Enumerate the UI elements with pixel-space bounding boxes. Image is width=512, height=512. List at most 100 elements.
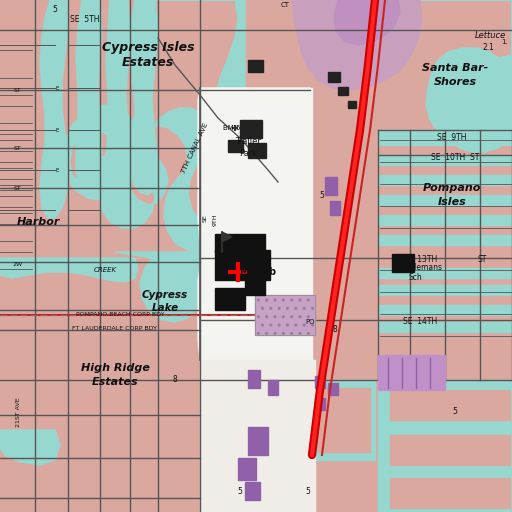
- Text: BM 5: BM 5: [223, 125, 241, 131]
- Text: SE: SE: [203, 214, 207, 222]
- Polygon shape: [62, 0, 248, 252]
- Text: ST: ST: [14, 88, 22, 93]
- Text: Pompano: Pompano: [423, 183, 481, 193]
- Polygon shape: [378, 175, 512, 185]
- Text: POMPANO BEACH CORP BDY: POMPANO BEACH CORP BDY: [76, 312, 164, 317]
- Text: Shores: Shores: [434, 77, 477, 87]
- Text: 5: 5: [238, 487, 243, 497]
- Bar: [248, 60, 263, 72]
- Bar: [315, 398, 325, 410]
- Bar: [338, 87, 348, 95]
- Text: Sch: Sch: [408, 273, 422, 283]
- Bar: [215, 288, 245, 310]
- Bar: [328, 383, 338, 395]
- Text: SE  5TH: SE 5TH: [70, 15, 100, 25]
- Polygon shape: [222, 232, 232, 242]
- Bar: [228, 140, 243, 152]
- Text: 2.1: 2.1: [482, 44, 494, 53]
- Polygon shape: [310, 380, 375, 460]
- Bar: [245, 280, 265, 295]
- Text: Park: Park: [239, 150, 257, 159]
- Text: CT: CT: [281, 2, 289, 8]
- Bar: [248, 427, 268, 455]
- Text: Lake: Lake: [152, 303, 179, 313]
- Bar: [325, 177, 337, 195]
- Text: FT LAUDERDALE CORP BDY: FT LAUDERDALE CORP BDY: [73, 326, 158, 331]
- Polygon shape: [378, 355, 445, 390]
- Bar: [348, 101, 356, 108]
- Polygon shape: [390, 478, 510, 508]
- Text: Lettuce: Lettuce: [475, 31, 506, 39]
- Text: 9TH: 9TH: [212, 214, 218, 226]
- Text: Trailer: Trailer: [235, 138, 261, 146]
- Polygon shape: [318, 388, 370, 452]
- Polygon shape: [0, 258, 138, 282]
- Polygon shape: [390, 435, 510, 465]
- Bar: [215, 234, 265, 252]
- Text: E: E: [55, 127, 59, 133]
- Bar: [248, 143, 266, 158]
- Text: 1.: 1.: [502, 39, 508, 45]
- Polygon shape: [378, 195, 512, 205]
- Text: ST: ST: [14, 145, 22, 151]
- Bar: [215, 250, 270, 280]
- Text: SE  13TH: SE 13TH: [403, 255, 437, 265]
- Polygon shape: [390, 390, 510, 420]
- Text: Cypress: Cypress: [142, 290, 188, 300]
- Text: High Ridge: High Ridge: [80, 363, 150, 373]
- Text: Cypress Isles: Cypress Isles: [102, 41, 195, 54]
- Text: 5: 5: [306, 487, 310, 497]
- Bar: [330, 201, 340, 215]
- Bar: [238, 458, 256, 480]
- Polygon shape: [115, 252, 208, 322]
- Polygon shape: [40, 0, 68, 218]
- Bar: [200, 360, 315, 512]
- Text: 5: 5: [53, 6, 57, 14]
- Polygon shape: [76, 0, 102, 192]
- Text: Santa Bar-: Santa Bar-: [422, 63, 488, 73]
- Text: 7TH CANAL AVE: 7TH CANAL AVE: [181, 122, 209, 174]
- Polygon shape: [378, 235, 512, 245]
- Polygon shape: [198, 88, 312, 360]
- Polygon shape: [378, 322, 512, 332]
- Bar: [328, 72, 340, 82]
- Text: CREEK: CREEK: [93, 267, 117, 273]
- Text: 21ST AVE: 21ST AVE: [15, 397, 20, 427]
- Polygon shape: [370, 0, 512, 152]
- Text: SE  9TH: SE 9TH: [437, 134, 467, 142]
- Polygon shape: [130, 0, 158, 195]
- Bar: [245, 482, 260, 500]
- Text: ST: ST: [477, 255, 487, 265]
- Text: St Colemans: St Colemans: [394, 264, 442, 272]
- Text: Harbor: Harbor: [16, 217, 60, 227]
- Text: SE  14TH: SE 14TH: [403, 317, 437, 327]
- Text: McNab: McNab: [240, 267, 276, 277]
- Text: E: E: [55, 86, 59, 91]
- Text: 2W: 2W: [13, 263, 23, 267]
- Bar: [392, 254, 414, 272]
- Bar: [200, 88, 312, 360]
- Bar: [315, 376, 325, 388]
- Polygon shape: [378, 215, 512, 225]
- Polygon shape: [295, 0, 388, 65]
- Polygon shape: [378, 130, 512, 145]
- Polygon shape: [378, 380, 512, 512]
- Text: Estates: Estates: [122, 55, 174, 69]
- Text: 8: 8: [173, 375, 177, 385]
- Polygon shape: [378, 268, 512, 278]
- Bar: [268, 380, 278, 395]
- Text: 5: 5: [319, 190, 325, 200]
- Bar: [248, 370, 260, 388]
- Text: SE  10TH  ST: SE 10TH ST: [431, 154, 479, 162]
- Bar: [255, 295, 315, 335]
- Polygon shape: [334, 0, 400, 45]
- Polygon shape: [378, 285, 512, 295]
- Polygon shape: [378, 155, 512, 165]
- Text: E: E: [55, 167, 59, 173]
- Text: 8: 8: [333, 326, 337, 334]
- Polygon shape: [255, 295, 315, 335]
- Text: ST: ST: [14, 185, 22, 190]
- Bar: [240, 120, 262, 138]
- Text: Isles: Isles: [438, 197, 466, 207]
- Text: PO: PO: [305, 319, 315, 325]
